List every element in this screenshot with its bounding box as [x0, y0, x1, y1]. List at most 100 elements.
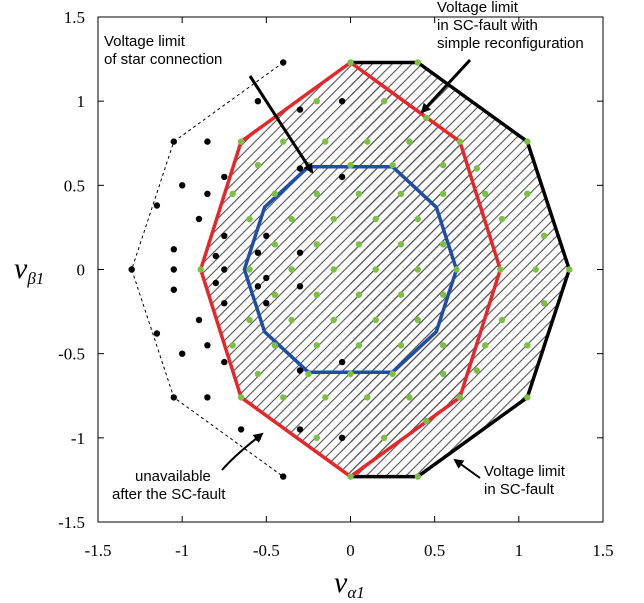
data-point	[313, 342, 320, 349]
data-point	[170, 394, 177, 401]
data-point	[456, 138, 464, 145]
data-point	[397, 241, 405, 248]
data-point	[498, 215, 506, 223]
data-point	[313, 434, 320, 441]
data-point	[355, 291, 363, 298]
data-point	[170, 286, 177, 293]
y-axis-label: vβ1	[14, 252, 44, 288]
data-point	[330, 266, 337, 273]
data-point	[482, 190, 489, 197]
data-point	[524, 138, 531, 145]
data-point	[473, 367, 480, 374]
data-point	[381, 98, 388, 105]
data-point	[296, 165, 304, 172]
data-point	[322, 394, 329, 401]
data-point	[263, 232, 270, 239]
data-point	[254, 283, 262, 290]
data-point	[263, 300, 270, 307]
data-point	[271, 241, 278, 248]
annotation-reconfig-limit: Voltage limit in SC-fault with simple reco…	[420, 0, 584, 114]
data-point	[439, 161, 447, 169]
data-point	[170, 246, 177, 253]
data-point	[414, 316, 421, 324]
data-point	[347, 370, 354, 378]
data-point	[372, 316, 379, 324]
data-point	[406, 394, 413, 401]
y-tick-label: 0	[77, 261, 86, 280]
data-point	[179, 182, 186, 189]
data-point	[153, 202, 161, 209]
data-point	[364, 138, 371, 145]
data-point	[221, 266, 228, 273]
data-point	[280, 138, 287, 145]
data-point	[322, 138, 329, 145]
x-tick-label: -0.5	[253, 541, 280, 560]
x-tick-label: 0	[346, 541, 355, 560]
data-point	[221, 232, 228, 239]
data-point	[296, 106, 304, 113]
data-point	[296, 367, 304, 374]
data-point	[305, 370, 312, 378]
hatched-region	[200, 62, 570, 477]
data-point	[271, 342, 278, 349]
data-point	[254, 370, 262, 378]
data-point	[280, 473, 287, 480]
data-point	[195, 316, 203, 324]
data-point	[414, 473, 421, 480]
arrow-reconfig-limit	[420, 58, 472, 114]
data-point	[347, 59, 354, 66]
annotation-star-line-2: of star connection	[104, 51, 222, 68]
data-point	[221, 300, 228, 307]
data-point	[271, 291, 278, 298]
data-point	[204, 190, 211, 197]
annotation-sc-fault-limit: Voltage limit in SC-fault	[453, 458, 566, 498]
x-tick-label: 1	[515, 541, 524, 560]
data-point	[453, 266, 460, 273]
data-point	[439, 342, 447, 349]
data-point	[456, 394, 464, 401]
data-point	[414, 266, 421, 273]
y-tick-label: -0.5	[58, 345, 85, 364]
annotation-unavailable: unavailable after the SC-fault	[112, 432, 264, 503]
y-tick-label: 0.5	[64, 176, 85, 195]
data-point	[540, 300, 548, 307]
data-point	[389, 370, 396, 378]
data-point	[355, 190, 363, 197]
data-point	[414, 59, 421, 66]
data-point	[414, 215, 421, 223]
data-point	[237, 394, 245, 401]
data-point	[288, 215, 295, 223]
y-tick-label: 1.5	[64, 8, 85, 27]
annotation-reconfig-line-2: in SC-fault with	[437, 17, 538, 34]
data-point	[179, 350, 186, 357]
data-point	[338, 358, 346, 366]
data-point	[439, 370, 447, 378]
x-tick-label: 1.5	[592, 541, 613, 560]
axis-ticks: -1.5 -1 -0.5 0 0.5 1 1.5 -1.5 -1 -0.5 0 0.5 1 1.5	[58, 8, 614, 560]
x-axis-label: vα1	[334, 566, 365, 602]
annotation-star-limit: Voltage limit of star connection	[104, 33, 314, 174]
data-point	[372, 215, 379, 223]
data-point	[237, 426, 245, 433]
arrow-sc-fault-limit	[453, 458, 481, 479]
data-point	[389, 161, 396, 169]
data-point	[288, 266, 295, 273]
data-point	[498, 316, 506, 324]
data-point	[271, 190, 278, 197]
data-point	[195, 215, 203, 223]
annotation-sc-line-2: in SC-fault	[484, 481, 555, 498]
data-point	[212, 279, 219, 287]
data-point	[204, 342, 211, 349]
data-point	[540, 232, 548, 239]
data-point	[397, 291, 405, 298]
x-tick-label: 0.5	[424, 541, 445, 560]
data-point	[372, 266, 379, 273]
data-point	[204, 394, 211, 401]
data-point	[313, 190, 320, 197]
data-point	[313, 291, 320, 298]
